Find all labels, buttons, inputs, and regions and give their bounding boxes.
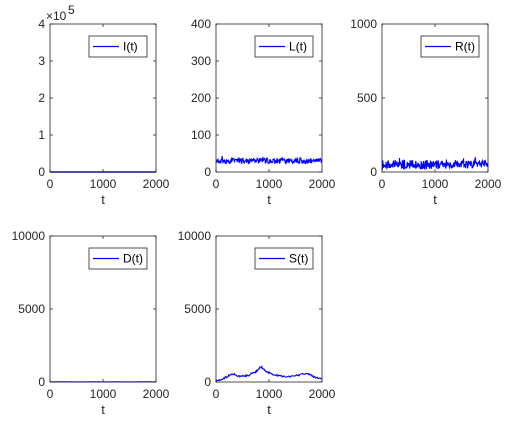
x-tick-label: 0 [213, 177, 220, 191]
y-tick-label: 0 [204, 165, 211, 179]
legend-label: L(t) [289, 40, 307, 54]
y-tick-label: 10000 [12, 229, 46, 243]
x-axis-label: t [267, 192, 271, 207]
y-tick-label: 5000 [184, 302, 211, 316]
y-tick-label: 1 [38, 128, 45, 142]
y-tick-label: 0 [370, 165, 377, 179]
subplot-1: 0 1000 2000 0 1 2 3 4×10 5 t I(t) [38, 3, 169, 207]
subplot-2: 0 1000 2000 0 100 200 300 400 t L(t) [191, 17, 336, 207]
y-tick-label: 2 [38, 91, 45, 105]
y-exponent-label: ×10 [46, 9, 67, 23]
y-tick-label: 3 [38, 54, 45, 68]
legend-label: D(t) [123, 252, 143, 266]
y-tick-label: 0 [38, 165, 45, 179]
x-tick-label: 1000 [256, 387, 283, 401]
x-tick-label: 1000 [256, 177, 283, 191]
y-tick-label: 1000 [350, 17, 377, 31]
y-tick-label: 0 [38, 375, 45, 389]
y-tick-label: 400 [191, 17, 211, 31]
x-tick-label: 0 [213, 387, 220, 401]
y-tick-label: 300 [191, 54, 211, 68]
y-exponent-power: 5 [68, 3, 75, 17]
x-axis-label: t [267, 402, 271, 417]
series-line-L(t) [215, 155, 323, 165]
legend-label: I(t) [123, 40, 138, 54]
x-tick-label: 2000 [143, 177, 170, 191]
x-tick-label: 1000 [90, 177, 117, 191]
x-tick-label: 1000 [90, 387, 117, 401]
y-tick-label: 0 [204, 375, 211, 389]
subplot-5: 0 1000 2000 0 5000 10000 t S(t) [178, 229, 336, 417]
x-axis-label: t [101, 192, 105, 207]
y-tick-label: 200 [191, 91, 211, 105]
x-tick-label: 0 [47, 387, 54, 401]
legend-label: S(t) [289, 252, 308, 266]
legend-label: R(t) [455, 40, 475, 54]
x-tick-label: 2000 [143, 387, 170, 401]
x-tick-label: 0 [379, 177, 386, 191]
x-tick-label: 1000 [422, 177, 449, 191]
x-tick-label: 2000 [475, 177, 502, 191]
series-line-R(t) [381, 156, 489, 171]
y-tick-label: 10000 [178, 229, 212, 243]
x-tick-label: 2000 [309, 177, 336, 191]
x-axis-label: t [433, 192, 437, 207]
x-axis-label: t [101, 402, 105, 417]
x-tick-label: 0 [47, 177, 54, 191]
y-tick-label: 100 [191, 128, 211, 142]
y-tick-label: 4 [38, 17, 45, 31]
series-line-S(t) [215, 365, 323, 382]
y-tick-label: 5000 [18, 302, 45, 316]
subplot-4: 0 1000 2000 0 5000 10000 t D(t) [12, 229, 170, 417]
x-tick-label: 2000 [309, 387, 336, 401]
y-tick-label: 500 [357, 91, 377, 105]
